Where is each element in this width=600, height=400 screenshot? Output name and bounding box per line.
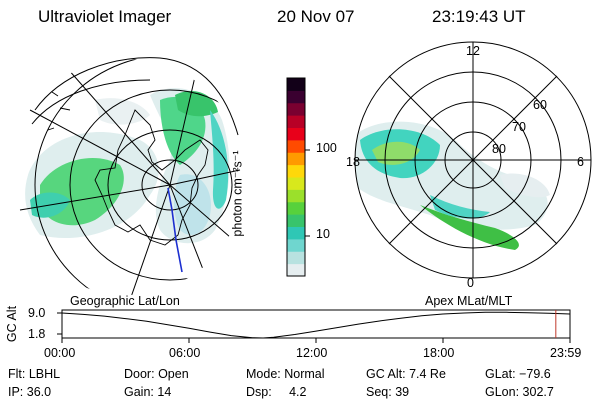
colorbar-step [287,140,305,153]
mode-value: Normal [284,367,324,381]
flt-label: Flt: [8,367,25,381]
colorbar-step [287,227,305,240]
gc-alt-plot [57,310,570,343]
colorbar-units-label: photon cm⁻²s⁻¹ [230,150,245,236]
gc-alt-ytick-min: 1.8 [28,327,45,341]
time-tick-4: 23:59 [550,346,581,360]
gc-alt-series-line [62,312,570,338]
time-tick-0: 00:00 [44,346,75,360]
polar-aurora-image [348,122,551,250]
gcalt-label: GC Alt: [366,367,406,381]
time-tick-1: 06:00 [169,346,200,360]
flt-value: LBHL [29,367,60,381]
colorbar-step [287,78,305,91]
colorbar-step [287,239,305,252]
mlt-label-0: 0 [467,276,474,290]
colorbar-step [287,103,305,116]
door-field: Door: Open [124,367,189,381]
door-value: Open [158,367,189,381]
mlt-label-18: 18 [346,155,360,169]
colorbar-step [287,115,305,128]
colorbar-step [287,90,305,103]
geo-aurora-image [25,88,229,243]
colorbar-step [287,177,305,190]
ip-value: 36.0 [27,385,51,399]
colorbar [287,78,310,277]
seq-label: Seq: [366,385,392,399]
glat-value: −79.6 [519,367,551,381]
gain-value: 14 [157,385,171,399]
geo-map-label: Geographic Lat/Lon [70,294,180,308]
glat-field: GLat: −79.6 [485,367,551,381]
colorbar-step [287,214,305,227]
mode-field: Mode: Normal [246,367,325,381]
time-tick-3: 18:00 [423,346,454,360]
colorbar-tick-10: 10 [316,227,330,241]
colorbar-step [287,165,305,178]
seq-field: Seq: 39 [366,385,409,399]
gcalt-value: 7.4 Re [409,367,446,381]
polar-map-grid [355,42,591,278]
gc-alt-ytick-max: 9.0 [28,306,45,320]
ip-field: IP: 36.0 [8,385,51,399]
colorbar-step [287,189,305,202]
flt-field: Flt: LBHL [8,367,60,381]
dsp-label: Dsp: [246,385,272,399]
mlt-label-6: 6 [577,155,584,169]
gain-label: Gain: [124,385,154,399]
glon-value: 302.7 [523,385,554,399]
mode-label: Mode: [246,367,281,381]
dsp-value: 4.2 [289,385,306,399]
colorbar-step [287,264,305,277]
colorbar-step [287,128,305,141]
mlat-label-70: 70 [512,120,526,134]
colorbar-step [287,251,305,264]
glon-field: GLon: 302.7 [485,385,554,399]
mlt-label-12: 12 [466,44,480,58]
gcalt-field: GC Alt: 7.4 Re [366,367,446,381]
gc-alt-axis-label: GC Alt [5,306,19,342]
glon-label: GLon: [485,385,519,399]
time-tick-2: 12:00 [296,346,327,360]
colorbar-step [287,202,305,215]
seq-value: 39 [395,385,409,399]
glat-label: GLat: [485,367,516,381]
colorbar-step [287,152,305,165]
mlat-label-80: 80 [492,142,506,156]
ip-label: IP: [8,385,23,399]
door-label: Door: [124,367,155,381]
polar-map-label: Apex MLat/MLT [425,294,512,308]
dsp-field: Dsp: 4.2 [246,385,306,399]
gain-field: Gain: 14 [124,385,171,399]
colorbar-tick-100: 100 [316,141,337,155]
mlat-label-60: 60 [533,98,547,112]
